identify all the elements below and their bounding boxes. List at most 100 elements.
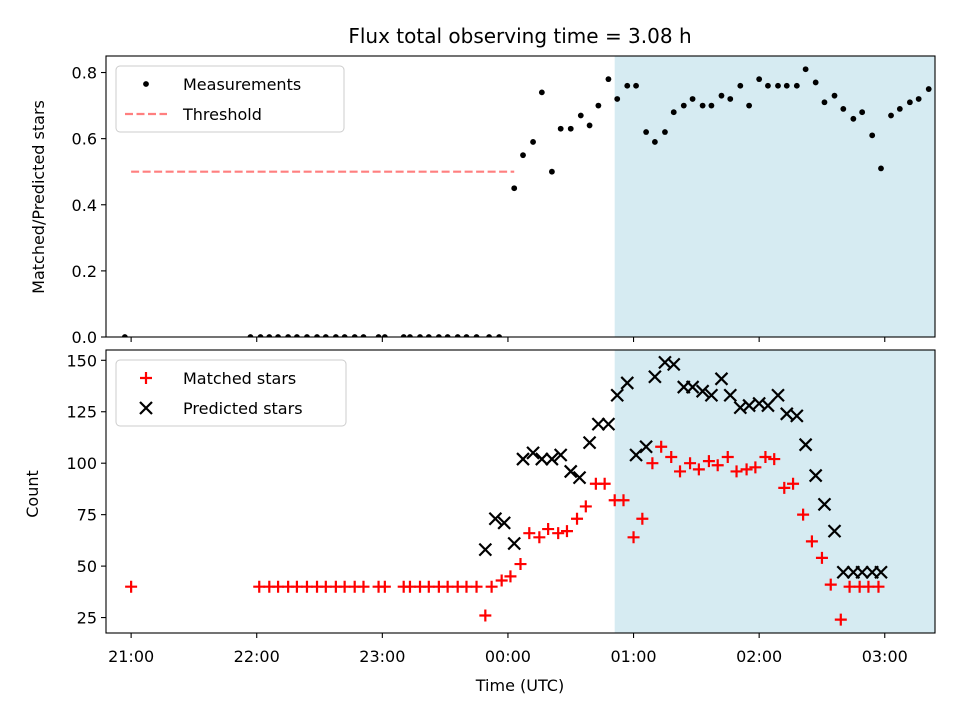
measurements-point — [381, 334, 388, 337]
predicted-stars-point — [790, 409, 804, 423]
matched-stars-point — [495, 574, 508, 587]
measurements-point — [375, 334, 382, 337]
predicted-stars-point — [817, 497, 832, 512]
predicted-stars-point — [526, 446, 540, 460]
x-tick-label: 22:00 — [234, 647, 280, 666]
measurements-point — [680, 102, 687, 109]
marks-ratio — [121, 66, 935, 337]
measurements-point — [662, 129, 668, 135]
measurements-point — [925, 86, 932, 92]
chart-title: Flux total observing time = 3.08 h — [348, 24, 691, 48]
predicted-stars-point — [666, 357, 681, 372]
predicted-stars-point — [771, 388, 785, 403]
legend-label: Threshold — [182, 105, 262, 124]
measurements-point — [850, 115, 857, 122]
y-tick-label: 0.0 — [72, 328, 97, 347]
predicted-stars-point — [516, 452, 530, 466]
legend-label: Matched stars — [183, 369, 296, 388]
measurements-point — [896, 105, 903, 112]
legend-marker-matched — [140, 372, 152, 384]
predicted-stars-point — [714, 372, 729, 386]
measurements-point — [775, 82, 781, 89]
measurements-point — [840, 105, 847, 112]
matched-stars-point — [862, 580, 875, 593]
matched-stars-point — [768, 453, 781, 466]
predicted-stars-point — [780, 407, 794, 421]
measurements-point — [557, 125, 564, 132]
predicted-stars-point — [648, 369, 662, 384]
matched-stars-point — [422, 580, 435, 593]
predicted-stars-point — [761, 398, 775, 413]
matched-stars-point — [403, 580, 416, 593]
measurements-point — [643, 129, 650, 135]
predicted-stars-point — [610, 388, 624, 403]
matched-stars-point — [533, 531, 546, 544]
measurements-point — [332, 334, 339, 337]
matched-stars-point — [834, 613, 847, 626]
measurements-point — [689, 96, 696, 102]
measurements-point — [756, 76, 763, 83]
matched-stars-point — [523, 527, 536, 540]
measurements-point — [444, 334, 451, 337]
panel-counts: 25 50 75 100 125 150 21:00 22:00 23:00 00:00 01:00… — [66, 349, 936, 666]
measurements-point — [275, 334, 281, 337]
measurements-point — [821, 99, 828, 106]
measurements-point — [727, 96, 734, 102]
measurements-point — [859, 109, 866, 116]
matched-stars-point — [552, 527, 565, 540]
measurements-point — [486, 334, 492, 337]
x-tick-label: 02:00 — [736, 647, 782, 666]
matched-stars-point — [441, 580, 454, 593]
matched-stars-point — [636, 512, 649, 525]
matched-stars-point — [805, 535, 818, 548]
matched-stars-point — [627, 531, 640, 544]
measurements-point — [247, 334, 254, 337]
measurements-point — [624, 82, 631, 89]
measurements-point — [549, 168, 555, 175]
axes-frame-counts — [105, 349, 936, 634]
measurements-point — [314, 334, 320, 337]
y-tick-label: 0.8 — [72, 64, 97, 83]
predicted-stars-point — [572, 470, 587, 485]
matched-stars-point — [571, 512, 584, 525]
matched-stars-point — [617, 494, 630, 507]
measurements-point — [699, 102, 706, 109]
measurements-point — [915, 96, 922, 102]
x-tick-label: 21:00 — [108, 647, 154, 666]
measurements-point — [605, 76, 612, 83]
measurements-point — [294, 334, 300, 337]
y-tick-label: 150 — [66, 351, 97, 370]
matched-stars-point — [797, 508, 810, 521]
predicted-stars-point — [620, 376, 635, 390]
predicted-stars-point — [591, 417, 606, 431]
measurements-point — [341, 334, 348, 337]
measurements-point — [651, 139, 658, 145]
predicted-stars-point — [478, 542, 493, 557]
y-tick-label: 50 — [77, 557, 97, 576]
matched-stars-point — [778, 481, 791, 494]
matched-stars-point — [598, 477, 611, 490]
measurements-point — [473, 334, 480, 337]
measurements-point — [400, 334, 407, 337]
bottom-y-axis-label: Count — [23, 470, 42, 518]
marks-counts — [125, 355, 888, 626]
matched-stars-point — [872, 580, 885, 593]
predicted-stars-point — [601, 417, 616, 431]
predicted-stars-point — [874, 565, 888, 580]
y-tick-label: 0.6 — [72, 130, 97, 149]
measurements-point — [257, 334, 264, 337]
legend-box — [115, 359, 347, 427]
predicted-stars-point — [497, 516, 511, 530]
measurements-point — [812, 79, 819, 86]
matched-stars-point — [338, 580, 351, 593]
measurements-point — [567, 125, 574, 132]
predicted-stars-point — [685, 380, 700, 394]
measurements-point — [121, 334, 128, 337]
top-y-axis-label: Matched/Predicted stars — [29, 100, 48, 294]
predicted-stars-point — [742, 398, 756, 413]
measurements-point — [765, 82, 771, 89]
matched-stars-point — [290, 580, 303, 593]
predicted-stars-point — [695, 384, 710, 398]
matched-stars-point — [646, 457, 659, 470]
matched-stars-point — [815, 551, 828, 564]
